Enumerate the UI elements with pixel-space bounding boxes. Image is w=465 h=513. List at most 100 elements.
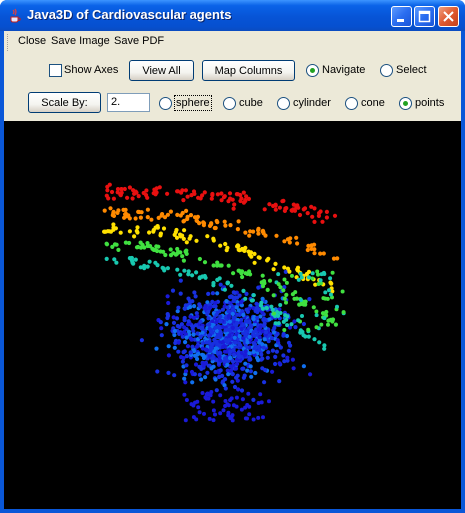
data-point (168, 253, 174, 258)
data-point (183, 188, 188, 193)
data-point (243, 230, 248, 235)
data-point (175, 323, 180, 329)
data-point (109, 189, 115, 195)
data-point (203, 303, 208, 308)
3d-viewport[interactable] (4, 121, 461, 509)
data-point (301, 207, 306, 212)
cylinder-radio[interactable] (277, 97, 290, 110)
sphere-radio[interactable] (159, 97, 172, 110)
data-point (159, 326, 164, 331)
data-point (125, 195, 130, 200)
show-axes-label[interactable]: Show Axes (64, 64, 119, 76)
data-point (281, 353, 286, 358)
map-columns-button[interactable]: Map Columns (202, 60, 295, 81)
menu-save-pdf[interactable]: Save PDF (114, 35, 165, 47)
data-point (231, 347, 236, 352)
data-point (215, 291, 220, 296)
data-point (273, 207, 278, 212)
show-axes-checkbox[interactable] (49, 64, 62, 77)
data-point (290, 357, 295, 362)
menu-close[interactable]: Close (18, 35, 47, 47)
data-point (301, 302, 306, 307)
data-point (119, 187, 124, 192)
data-point (318, 209, 323, 214)
data-point (261, 279, 267, 284)
points-label[interactable]: points (415, 97, 445, 109)
data-point (166, 353, 171, 358)
data-point (241, 312, 246, 318)
data-point (180, 254, 185, 259)
data-point (225, 280, 231, 285)
data-point (301, 321, 306, 327)
data-point (161, 249, 166, 254)
data-point (170, 288, 176, 293)
data-point (175, 309, 180, 314)
data-point (310, 214, 315, 219)
navigate-radio[interactable] (306, 64, 319, 77)
menu-save-image[interactable]: Save Image (51, 35, 110, 47)
cone-radio[interactable] (345, 97, 358, 110)
data-point (320, 219, 325, 224)
data-point (306, 334, 311, 339)
data-point (321, 251, 326, 256)
data-point (211, 418, 216, 423)
data-point (223, 337, 228, 342)
data-point (257, 335, 262, 340)
data-point (189, 369, 195, 375)
data-point (205, 234, 210, 239)
cone-label[interactable]: cone (361, 97, 385, 109)
data-point (262, 207, 267, 212)
data-point (168, 247, 173, 252)
data-point (249, 374, 254, 379)
close-button[interactable] (438, 6, 459, 27)
data-point (210, 319, 215, 324)
java-cup-icon[interactable] (7, 8, 23, 24)
scale-by-button[interactable]: Scale By: (28, 92, 101, 113)
data-point (253, 338, 259, 343)
select-label[interactable]: Select (396, 64, 427, 76)
data-point (293, 325, 298, 330)
cylinder-label[interactable]: cylinder (293, 97, 331, 109)
data-point (239, 300, 244, 305)
data-point (188, 314, 193, 319)
data-point (214, 320, 219, 325)
data-point (287, 325, 293, 330)
data-point (231, 363, 236, 368)
data-point (116, 247, 121, 252)
data-point (287, 269, 292, 274)
title-bar[interactable]: Java3D of Cardiovascular agents (0, 0, 465, 31)
data-point (232, 290, 237, 295)
data-point (229, 283, 234, 288)
data-point (153, 225, 158, 230)
cube-label[interactable]: cube (239, 97, 263, 109)
view-all-button[interactable]: View All (129, 60, 194, 81)
minimize-button[interactable] (391, 6, 412, 27)
data-point (136, 244, 141, 250)
data-point (210, 356, 215, 361)
data-point (315, 269, 320, 274)
data-point (172, 328, 177, 334)
data-point (104, 193, 109, 198)
cube-radio[interactable] (223, 97, 236, 110)
navigate-label[interactable]: Navigate (322, 64, 366, 76)
data-point (226, 263, 231, 268)
data-point (111, 225, 116, 230)
data-point (324, 309, 329, 315)
data-point (145, 243, 150, 249)
points-radio[interactable] (399, 97, 412, 110)
data-point (272, 311, 276, 316)
data-point (172, 232, 177, 237)
radio-selected-dot (310, 68, 315, 73)
data-point (288, 343, 293, 348)
sphere-label[interactable]: sphere (174, 95, 212, 111)
data-point (155, 248, 160, 254)
data-point (215, 277, 220, 282)
scale-value-field[interactable]: 2. (107, 93, 150, 112)
data-point (159, 213, 164, 218)
select-radio[interactable] (380, 64, 393, 77)
maximize-button[interactable] (414, 6, 435, 27)
data-point (235, 361, 240, 366)
data-point (277, 361, 282, 366)
data-point (324, 215, 329, 220)
data-point (161, 226, 167, 231)
